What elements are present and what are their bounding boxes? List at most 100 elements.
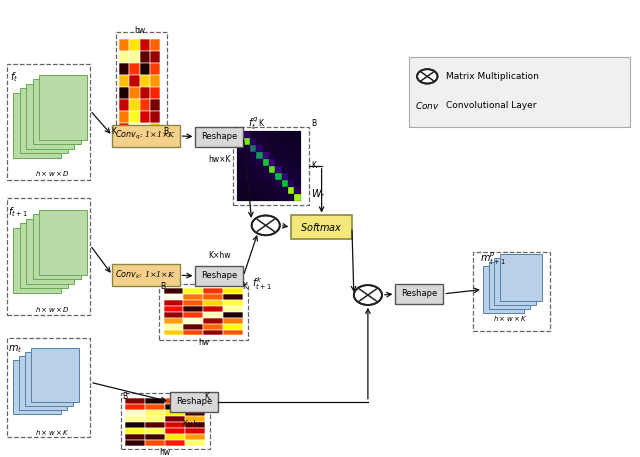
Bar [125, 416, 145, 422]
Text: $h\times w\times K$: $h\times w\times K$ [35, 429, 69, 437]
Text: Convolutional Layer: Convolutional Layer [447, 101, 537, 110]
Bar [294, 159, 301, 166]
Text: $\mathit{Softmax}$: $\mathit{Softmax}$ [300, 221, 343, 233]
Bar [269, 166, 275, 173]
Bar [129, 87, 140, 99]
Bar [26, 218, 74, 284]
Bar [119, 99, 129, 112]
Text: hw: hw [198, 338, 209, 347]
Bar [25, 352, 73, 406]
Text: $f_{t+1}$: $f_{t+1}$ [8, 205, 28, 219]
Bar [269, 159, 275, 166]
Bar [33, 80, 81, 144]
Bar [185, 404, 205, 410]
Bar [288, 145, 294, 152]
Bar [165, 434, 185, 440]
Bar [243, 145, 250, 152]
Bar [184, 318, 204, 324]
Bar [125, 399, 145, 404]
Bar [164, 300, 184, 306]
Text: Reshape: Reshape [401, 289, 437, 298]
Bar [275, 173, 282, 180]
Circle shape [417, 69, 438, 84]
Bar [262, 145, 269, 152]
Bar [269, 131, 275, 138]
Bar [262, 187, 269, 194]
Bar [282, 152, 288, 159]
Text: hw: hw [134, 27, 145, 35]
Bar [269, 173, 275, 180]
Bar [243, 138, 250, 145]
FancyBboxPatch shape [195, 127, 243, 147]
Bar [256, 173, 262, 180]
Bar [129, 112, 140, 123]
Bar [223, 324, 243, 329]
Bar [250, 173, 256, 180]
Bar [223, 288, 243, 294]
Bar [125, 428, 145, 434]
Bar [256, 180, 262, 187]
Text: B: B [122, 392, 127, 401]
Circle shape [252, 216, 280, 235]
Bar [237, 173, 243, 180]
Bar [150, 63, 161, 75]
Bar [282, 187, 288, 194]
Bar [237, 152, 243, 159]
Bar [294, 131, 301, 138]
Bar [39, 75, 87, 140]
Bar [204, 300, 223, 306]
Text: hw×K: hw×K [208, 155, 230, 164]
Bar [204, 294, 223, 300]
Text: Matrix Multiplication: Matrix Multiplication [447, 72, 540, 81]
Bar [140, 75, 150, 87]
Bar [282, 173, 288, 180]
Bar [237, 180, 243, 187]
Bar [129, 75, 140, 87]
Bar [288, 180, 294, 187]
Bar [119, 51, 129, 63]
Bar [275, 159, 282, 166]
Bar [140, 51, 150, 63]
Text: K: K [242, 282, 247, 291]
Bar [250, 152, 256, 159]
Bar [243, 194, 250, 201]
Bar [256, 131, 262, 138]
Bar [31, 348, 79, 402]
Bar [269, 180, 275, 187]
Text: K×hw: K×hw [208, 251, 230, 260]
Bar [145, 416, 165, 422]
Bar [125, 404, 145, 410]
Bar [184, 288, 204, 294]
Bar [165, 422, 185, 428]
Bar [269, 145, 275, 152]
Circle shape [354, 285, 382, 305]
Text: B: B [161, 282, 166, 291]
Bar [165, 410, 185, 416]
Bar [288, 166, 294, 173]
Bar [250, 187, 256, 194]
Text: B: B [311, 119, 316, 128]
Bar [164, 288, 184, 294]
Bar [184, 294, 204, 300]
Bar [269, 194, 275, 201]
Bar [288, 152, 294, 159]
Bar [288, 173, 294, 180]
Bar [39, 210, 87, 275]
Bar [7, 64, 90, 181]
Bar [185, 440, 205, 446]
Bar [145, 399, 165, 404]
Text: $\mathit{Conv}_q$: 1×1×K: $\mathit{Conv}_q$: 1×1×K [115, 129, 177, 143]
Bar [125, 440, 145, 446]
Bar [494, 258, 536, 305]
Bar [275, 145, 282, 152]
Text: $m^p_{t+1}$: $m^p_{t+1}$ [479, 251, 506, 267]
Bar [294, 180, 301, 187]
Bar [204, 329, 223, 335]
Bar [237, 187, 243, 194]
Text: $f^k_{t+1}$: $f^k_{t+1}$ [252, 276, 272, 292]
Bar [13, 93, 61, 158]
Bar [164, 329, 184, 335]
Bar [119, 112, 129, 123]
Bar [288, 131, 294, 138]
Bar [164, 312, 184, 318]
